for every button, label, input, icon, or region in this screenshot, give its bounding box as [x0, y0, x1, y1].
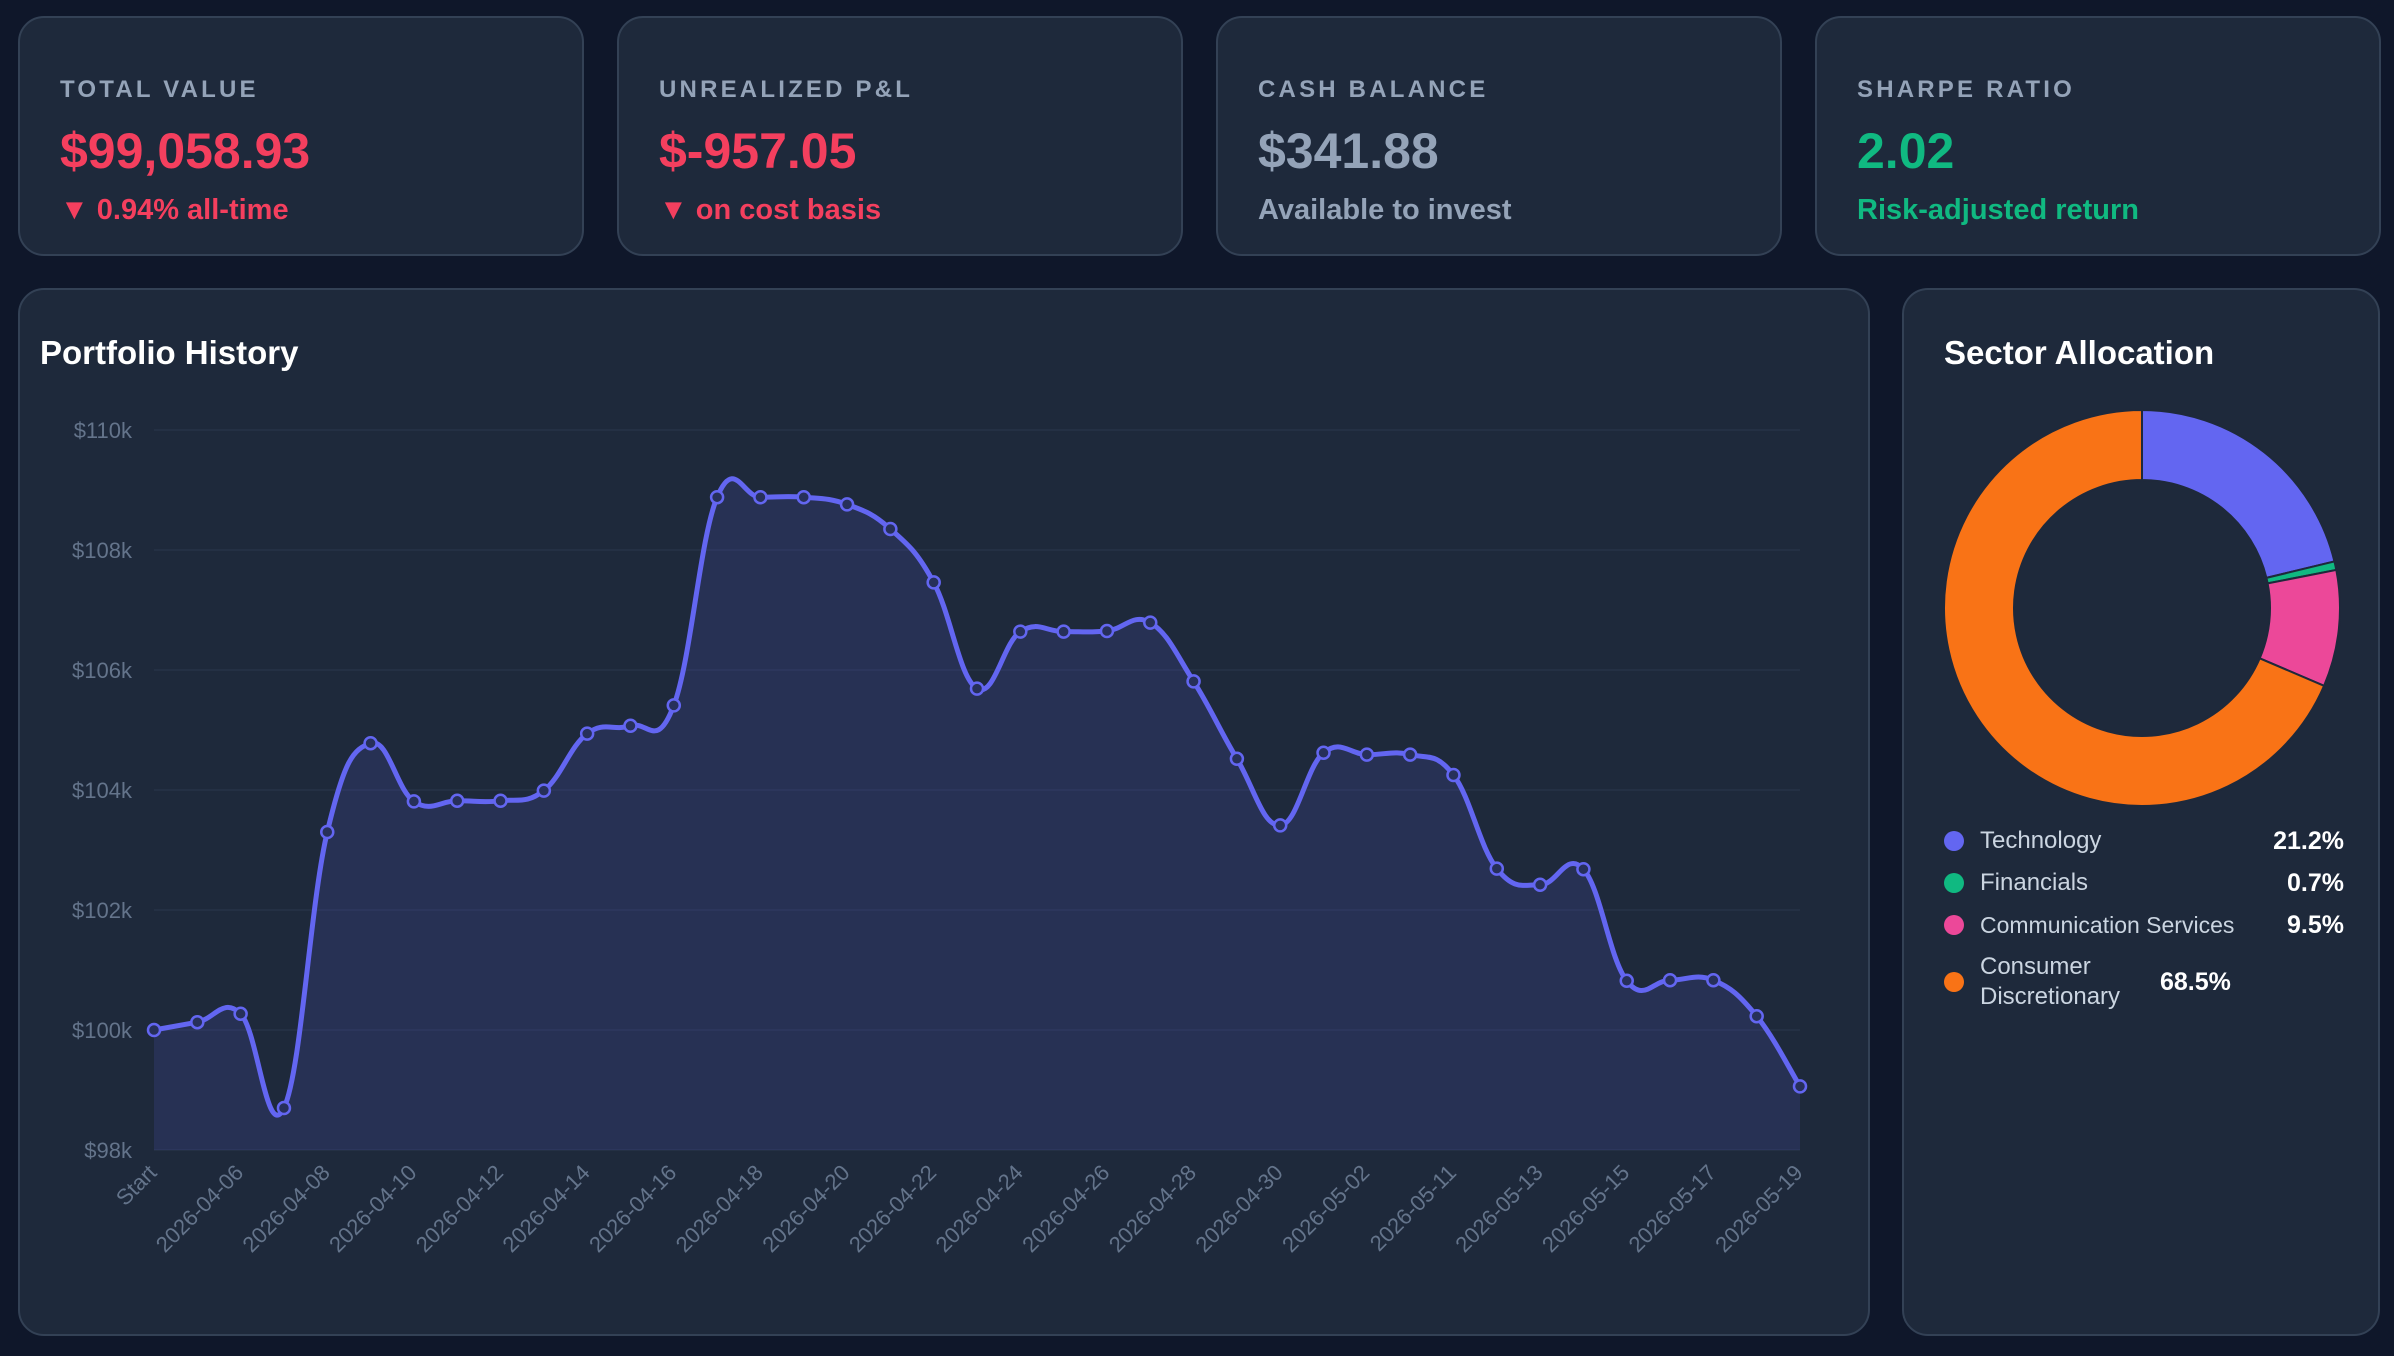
data-point[interactable]: [1056, 624, 1071, 639]
data-point[interactable]: [1749, 1008, 1764, 1024]
y-axis-ticks: $110k $108k $106k $104k $102k $100k $98k: [72, 418, 133, 1163]
stat-label: UNREALIZED P&L: [659, 76, 914, 103]
data-point[interactable]: [276, 1100, 292, 1116]
data-point[interactable]: [1706, 972, 1721, 988]
stat-value: 2.02: [1857, 123, 1955, 179]
data-point[interactable]: [190, 1014, 205, 1030]
data-point[interactable]: [1576, 861, 1591, 877]
data-point[interactable]: [1446, 767, 1461, 783]
down-arrow-icon: ▼: [659, 194, 688, 226]
data-point[interactable]: [1099, 623, 1115, 639]
y-tick-label: $108k: [72, 538, 133, 563]
data-point[interactable]: [1489, 861, 1505, 876]
data-point[interactable]: [1619, 973, 1634, 989]
legend-dot-icon: [1944, 831, 1964, 851]
legend-label: Consumer Discretionary: [1980, 953, 2121, 1010]
data-point[interactable]: [926, 575, 941, 590]
stat-card-unrealized-pnl: UNREALIZED P&L $-957.05 ▼ on cost basis: [617, 16, 1183, 256]
data-point[interactable]: [1402, 747, 1418, 762]
stat-label: TOTAL VALUE: [60, 76, 259, 103]
sector-legend: Technology 21.2% Financials 0.7% Communi…: [1944, 826, 2344, 1024]
history-line: [151, 476, 1803, 1118]
data-point[interactable]: [1272, 818, 1288, 833]
stat-subtext: Available to invest: [1258, 194, 1512, 226]
stat-subtext: ▼ on cost basis: [659, 194, 882, 226]
y-tick-label: $106k: [72, 658, 133, 683]
y-tick-label: $104k: [72, 778, 133, 803]
data-point[interactable]: [1662, 972, 1678, 988]
data-point[interactable]: [666, 698, 682, 713]
data-point[interactable]: [753, 489, 768, 505]
data-point[interactable]: [1143, 615, 1158, 630]
legend-dot-icon: [1944, 972, 1964, 992]
data-point[interactable]: [536, 783, 552, 798]
data-point[interactable]: [883, 521, 898, 537]
legend-value: 68.5%: [2160, 967, 2231, 996]
legend-item-financials[interactable]: Financials 0.7%: [1944, 868, 2344, 898]
data-point[interactable]: [1792, 1079, 1808, 1094]
data-point[interactable]: [1532, 877, 1548, 893]
data-point[interactable]: [493, 793, 508, 809]
y-tick-label: $110k: [74, 418, 133, 443]
y-tick-label: $100k: [72, 1018, 133, 1043]
stat-card-total-value: TOTAL VALUE $99,058.93 ▼ 0.94% all-time: [18, 16, 584, 256]
data-point[interactable]: [320, 824, 335, 840]
stat-card-sharpe-ratio: SHARPE RATIO 2.02 Risk-adjusted return: [1815, 16, 2381, 256]
legend-item-communication-services[interactable]: Communication Services 9.5%: [1944, 910, 2344, 940]
data-point[interactable]: [796, 489, 811, 505]
stat-label: CASH BALANCE: [1258, 76, 1489, 103]
history-points: [146, 489, 1808, 1116]
legend-dot-icon: [1944, 873, 1964, 893]
data-point[interactable]: [623, 718, 638, 734]
data-point[interactable]: [1186, 674, 1201, 689]
data-point[interactable]: [969, 681, 985, 696]
data-point[interactable]: [579, 726, 595, 741]
data-point[interactable]: [1359, 747, 1375, 762]
stat-value: $-957.05: [659, 123, 857, 179]
legend-value: 21.2%: [2273, 826, 2344, 855]
data-point[interactable]: [1316, 745, 1331, 761]
data-point[interactable]: [406, 794, 422, 809]
legend-label: Technology: [1980, 827, 2102, 854]
down-arrow-icon: ▼: [60, 194, 89, 226]
legend-value: 9.5%: [2287, 910, 2344, 939]
data-point[interactable]: [363, 735, 378, 751]
legend-value: 0.7%: [2287, 868, 2344, 897]
data-point[interactable]: [146, 1022, 162, 1038]
history-area: [154, 478, 1800, 1150]
data-point[interactable]: [233, 1006, 248, 1022]
stat-subtext: ▼ 0.94% all-time: [60, 194, 289, 226]
data-point[interactable]: [449, 793, 465, 809]
data-point[interactable]: [709, 489, 725, 505]
portfolio-history-title: Portfolio History: [40, 334, 299, 371]
stat-label: SHARPE RATIO: [1857, 76, 2075, 103]
y-tick-label: $102k: [72, 898, 133, 923]
y-tick-label: $98k: [84, 1138, 133, 1163]
donut-slice-technology[interactable]: [2141, 408, 2336, 580]
stat-subtext: Risk-adjusted return: [1857, 194, 2139, 226]
legend-label: Communication Services: [1980, 912, 2235, 938]
data-point[interactable]: [1229, 751, 1245, 767]
data-point[interactable]: [1013, 624, 1028, 639]
sector-allocation-title: Sector Allocation: [1944, 334, 2215, 371]
chart-grid: [154, 429, 1800, 1151]
donut-slice-consumer-discretionary[interactable]: [1943, 408, 2326, 807]
stat-value: $341.88: [1258, 123, 1439, 179]
legend-label: Financials: [1980, 869, 2089, 896]
portfolio-history-panel: [18, 288, 1870, 1336]
stat-value: $99,058.93: [60, 123, 311, 179]
data-point[interactable]: [839, 497, 855, 512]
legend-item-consumer-discretionary[interactable]: Consumer Discretionary 68.5%: [1944, 952, 2344, 1012]
legend-dot-icon: [1944, 915, 1964, 935]
stat-card-cash-balance: CASH BALANCE $341.88 Available to invest: [1216, 16, 1782, 256]
legend-item-technology[interactable]: Technology 21.2%: [1944, 826, 2344, 856]
